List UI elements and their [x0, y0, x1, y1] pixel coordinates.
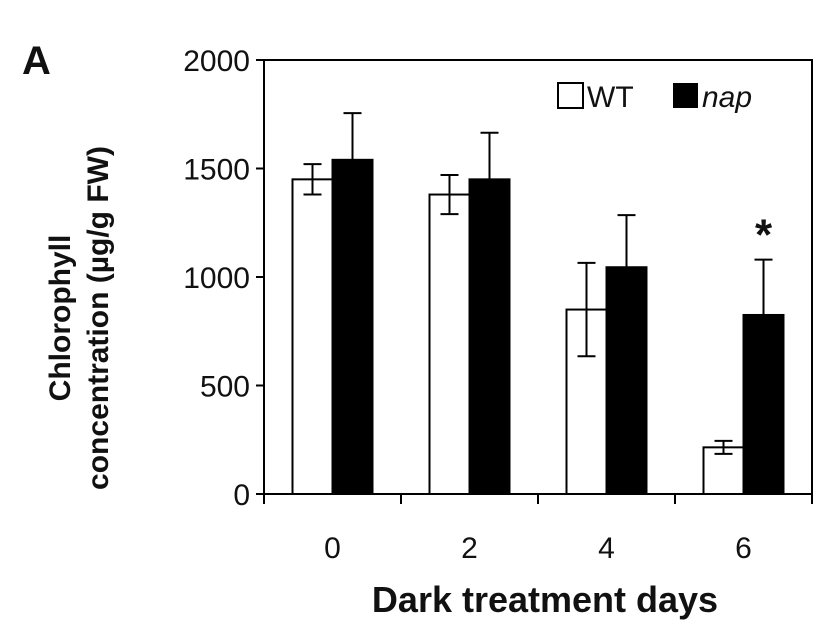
- y-tick-label: 2000: [183, 45, 250, 78]
- bar-nap-4: [605, 266, 648, 495]
- legend: WT nap: [557, 81, 752, 114]
- legend-label-nap: nap: [702, 81, 752, 114]
- y-tick-label: 500: [200, 371, 250, 404]
- legend-swatch-nap: [673, 83, 698, 108]
- y-axis-title-line-1: Chlorophyll: [44, 235, 77, 402]
- bar-wt-2: [428, 193, 471, 495]
- error-bars: [303, 112, 773, 455]
- y-tick-label: 1500: [183, 154, 250, 187]
- x-tick-label: 2: [461, 532, 478, 565]
- x-tick-label: 0: [324, 532, 341, 565]
- y-tick-label: 1000: [183, 262, 250, 295]
- bar-nap-2: [468, 178, 511, 495]
- y-axis-title-line-2: concentration (µg/g FW): [82, 146, 115, 490]
- y-tick-label: 0: [233, 479, 250, 512]
- legend-label-wt: WT: [587, 81, 634, 114]
- x-tick-label: 4: [598, 532, 615, 565]
- annotations: *: [755, 211, 773, 260]
- legend-swatch-wt: [557, 82, 584, 109]
- x-axis-title: Dark treatment days: [372, 579, 718, 620]
- y-axis-ticks: 0 500 1000 1500 2000: [183, 45, 264, 512]
- significance-star: *: [755, 211, 773, 260]
- bar-wt-6: [702, 446, 745, 495]
- bars: [291, 158, 785, 495]
- bar-nap-0: [331, 158, 374, 495]
- panel-label: A: [22, 39, 51, 83]
- bar-nap-6: [742, 313, 785, 495]
- x-axis-ticks: 0 2 4 6: [263, 494, 813, 565]
- bar-wt-0: [291, 178, 334, 495]
- x-tick-label: 6: [735, 532, 752, 565]
- y-axis-title: Chlorophyll concentration (µg/g FW): [44, 146, 115, 490]
